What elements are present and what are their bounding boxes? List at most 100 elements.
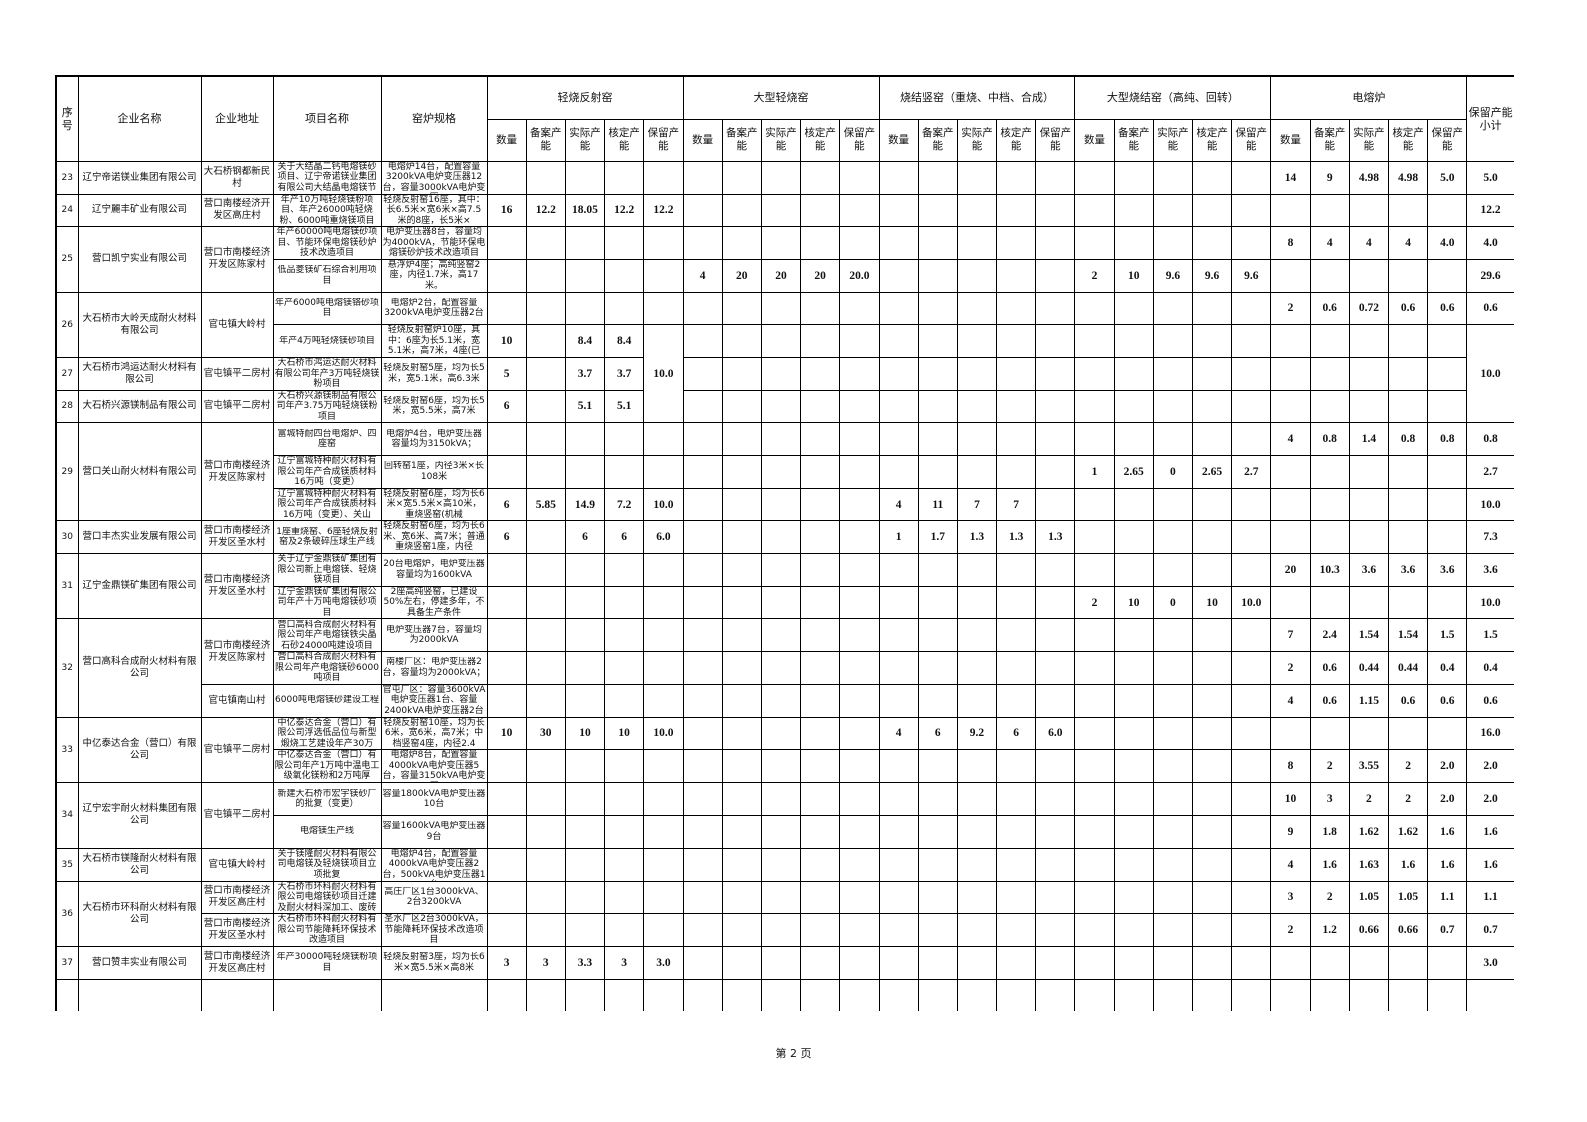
value-cell-4-3 (1387, 356, 1429, 391)
value-cell-3-3 (1191, 356, 1233, 391)
value-cell-2-0 (878, 324, 919, 358)
value-cell-2-0: 4 (878, 487, 919, 522)
value-cell-2-4 (1035, 193, 1076, 228)
value-cell-3-0: 2 (1074, 258, 1115, 293)
table-row: 33 中亿泰达合金（营口）有限公司 官屯镇平二房村 中亿泰达合金（营口）有限公司浮选低… (55, 716, 1514, 784)
value-cell-3-2 (1152, 389, 1194, 424)
value-cell-1-1 (721, 356, 762, 391)
empty-cell (996, 978, 1037, 1011)
value-cell-3-3 (1191, 945, 1233, 980)
value-cell-1-2 (760, 520, 802, 555)
value-cell-2-4 (1035, 389, 1076, 424)
project-name-text: 年产30000吨轻烧镁粉项目 (276, 952, 378, 973)
value-cell-0-2 (564, 226, 606, 260)
empty-cell (272, 978, 382, 1011)
header-sub-4-3: 核定产能 (1387, 118, 1429, 162)
value-cell-1-0 (682, 389, 723, 424)
value-cell-2-4 (1035, 651, 1076, 685)
value-cell-2-4 (1035, 913, 1076, 947)
value-cell-0-1 (525, 258, 566, 293)
company-address: 官屯镇南山村 (200, 683, 274, 718)
value-cell-2-4 (1035, 553, 1076, 587)
value-cell-3-3 (1191, 847, 1233, 882)
value-cell-1-1 (721, 487, 762, 522)
subtotal-cell: 3.6 (1466, 553, 1514, 587)
value-cell-4-4: 1.1 (1427, 880, 1468, 915)
value-cell-3-1 (1113, 782, 1154, 816)
value-cell-0-2: 3.7 (564, 356, 606, 391)
value-cell-2-2 (956, 847, 998, 882)
value-cell-2-1 (917, 945, 958, 980)
project-name-text: 辽宁富城特种耐火材料有限公司年产合成镁质材料16万吨（变更）、关山 (277, 488, 377, 520)
value-cell-1-2 (760, 422, 802, 456)
value-cell-3-2 (1152, 193, 1194, 228)
kiln-spec-text: 20台电熔炉，电炉变压器容量均为1600kVA (383, 559, 485, 580)
value-cell-0-3: 6 (604, 520, 645, 555)
kiln-spec-text: 轻烧反射窑5座，均为长5米，宽5.1米，高6.3米 (383, 363, 485, 384)
header-sub-2-2: 实际产能 (956, 118, 998, 162)
kiln-spec: 容量1600kVA电炉变压器9台 (380, 814, 488, 849)
value-cell-0-2 (564, 749, 606, 784)
header-sub-0-4: 保留产能 (643, 118, 684, 162)
kiln-spec: 南楼厂区：电炉变压器2台，容量均为2000kVA； (380, 651, 488, 685)
value-cell-1-1 (721, 945, 762, 980)
value-cell-2-4 (1035, 585, 1076, 620)
value-cell-2-3: 1.3 (996, 520, 1037, 555)
value-cell-1-3 (800, 880, 841, 915)
value-cell-1-0 (682, 651, 723, 685)
table-row: 辽宁金鼎镁矿集团有限公司年产十万吨电熔镁砂项目 2座高纯竖窑，已建设50%左右，停… (56, 585, 1514, 620)
value-cell-1-0 (682, 356, 723, 391)
value-cell-3-3 (1191, 520, 1233, 555)
value-cell-0-1 (525, 520, 566, 555)
value-cell-1-2 (760, 389, 802, 424)
value-cell-0-2 (564, 618, 606, 653)
company-name: 辽宁金鼎镁矿集团有限公司 (77, 553, 202, 620)
kiln-spec: 轻烧反射窑炉10座，其中：6座为长5.1米，宽5.1米，高7米，4座(已 (380, 324, 488, 358)
value-cell-0-0 (486, 422, 527, 456)
kiln-spec: 轻烧反射窑10座，均为长6米，宽6米，高7米；中档竖窑4座，内径2.4 (380, 716, 488, 751)
value-cell-1-2 (760, 585, 802, 620)
value-cell-3-3 (1191, 553, 1233, 587)
value-cell-4-2 (1348, 389, 1389, 424)
address-text: 官屯镇平二房村 (203, 809, 271, 821)
value-cell-4-1: 3 (1309, 782, 1350, 816)
value-cell-0-0: 6 (486, 520, 527, 555)
value-cell-4-1 (1309, 258, 1350, 293)
kiln-spec: 轻烧反射窑3座，均为长6米×宽5.5米×高8米 (380, 945, 488, 980)
value-cell-1-2 (760, 945, 802, 980)
project-name-text: 富城特耐四台电熔炉、四座窑 (277, 428, 377, 450)
value-cell-0-1 (525, 356, 566, 391)
value-cell-0-4 (643, 782, 684, 816)
value-cell-4-1 (1309, 193, 1350, 228)
value-cell-2-3 (996, 258, 1037, 293)
header-sub-2-0: 数量 (878, 118, 919, 162)
empty-cell (380, 978, 488, 1011)
value-cell-1-0 (682, 683, 723, 718)
value-cell-3-1 (1113, 945, 1154, 980)
header-sub-3-1: 备案产能 (1113, 118, 1154, 162)
company-name: 营口丰杰实业发展有限公司 (77, 520, 202, 555)
company-address: 营口南楼经济开发区高庄村 (200, 193, 274, 228)
subtotal-cell: 1.6 (1466, 814, 1514, 849)
subtotal-cell: 10.0 (1466, 585, 1514, 620)
value-cell-1-2 (760, 291, 802, 326)
address-text: 官屯镇大岭村 (208, 318, 266, 330)
value-cell-3-1: 10 (1113, 258, 1154, 293)
value-cell-3-0: 1 (1074, 455, 1115, 489)
value-cell-4-0 (1270, 324, 1311, 358)
value-cell-2-3 (996, 880, 1037, 915)
project-name-text: 年产60000吨电熔镁砂项目、节能环保电熔镁砂炉技术改造项目 (276, 227, 378, 259)
value-cell-2-2 (956, 356, 998, 391)
value-cell-3-3 (1191, 422, 1233, 456)
value-cell-4-0: 14 (1270, 160, 1311, 195)
value-cell-3-4 (1231, 618, 1272, 653)
company-name: 营口关山耐火材料有限公司 (77, 422, 202, 522)
value-cell-4-4: 0.6 (1427, 291, 1468, 326)
value-cell-1-2 (760, 782, 802, 816)
value-cell-0-2 (564, 160, 606, 195)
value-cell-0-4 (643, 553, 684, 587)
value-cell-3-1 (1113, 749, 1154, 784)
value-cell-2-0 (878, 880, 919, 915)
value-cell-4-3: 2 (1387, 749, 1429, 784)
table-row: 35 大石桥市镁隆耐火材料有限公司 官屯镇大岭村 关于镁隆耐火材料有限公司电熔镁及轻烧… (55, 847, 1514, 882)
